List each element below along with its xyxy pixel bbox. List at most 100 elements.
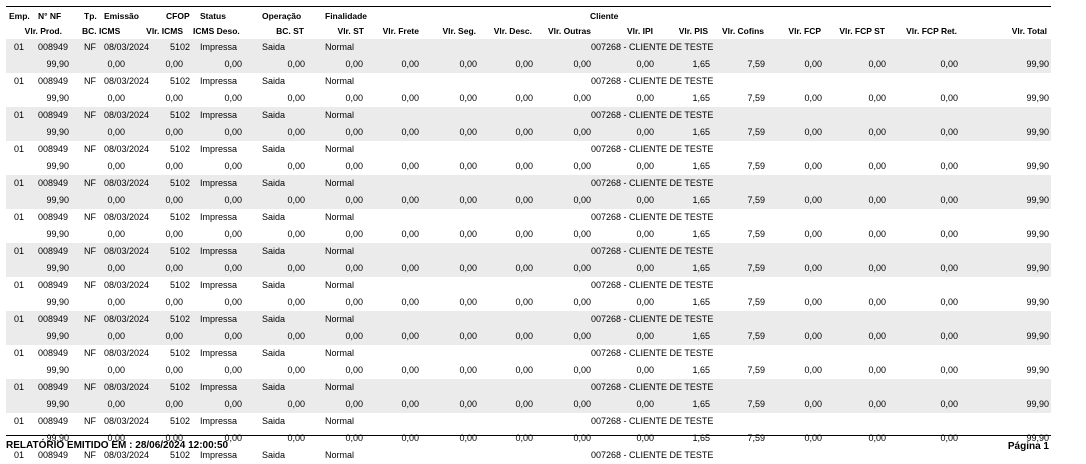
cell-vlr-prod: 99,90 (46, 399, 69, 409)
record-line-identification: 01 008949 NF 08/03/2024 5102 Impressa Saida Nor… (6, 73, 1051, 90)
cell-vlr-fcp-st: 0,00 (868, 127, 886, 137)
cell-vlr-fcp-ret: 0,00 (940, 127, 958, 137)
cell-vlr-pis: 1,65 (692, 433, 710, 443)
cell-vlr-prod: 99,90 (46, 331, 69, 341)
record-line-identification: 01 008949 NF 08/03/2024 5102 Impressa Saida Nor… (6, 243, 1051, 260)
cell-icms-deso: 0,00 (224, 59, 242, 69)
cell-vlr-frete: 0,00 (401, 127, 419, 137)
cell-bc-st: 0,00 (287, 93, 305, 103)
table-row-partial: 01 008949 NF 08/03/2024 5102 Impressa Saida Nor… (6, 447, 1051, 464)
cell-tp: NF (84, 42, 96, 52)
cell-status: Impressa (200, 450, 238, 460)
cell-vlr-fcp: 0,00 (804, 127, 822, 137)
cell-finalidade: Normal (325, 110, 355, 120)
cell-vlr-fcp-st: 0,00 (868, 229, 886, 239)
cell-vlr-cofins: 7,59 (747, 229, 765, 239)
cell-cliente: 007268 - CLIENTE DE TESTE (591, 212, 714, 222)
cell-cfop: 5102 (169, 450, 190, 460)
col-header-operacao: Operação (262, 11, 302, 21)
record-line-values: 99,90 0,00 0,00 0,00 0,00 0,00 0,00 0,00 0,00 0,0… (6, 328, 1051, 345)
record-line-values: 99,90 0,00 0,00 0,00 0,00 0,00 0,00 0,00 0,00 0,0… (6, 226, 1051, 243)
cell-vlr-frete: 0,00 (401, 331, 419, 341)
cell-emp: 01 (14, 246, 25, 256)
cell-vlr-fcp: 0,00 (804, 433, 822, 443)
cell-vlr-outras: 0,00 (573, 399, 591, 409)
cell-cliente: 007268 - CLIENTE DE TESTE (591, 110, 714, 120)
cell-nf: 008949 (38, 348, 69, 358)
cell-vlr-fcp: 0,00 (804, 365, 822, 375)
cell-operacao: Saida (262, 450, 286, 460)
cell-cfop: 5102 (169, 314, 190, 324)
cell-vlr-frete: 0,00 (401, 297, 419, 307)
cell-bc-icms: 0,00 (107, 229, 125, 239)
cell-emp: 01 (14, 382, 25, 392)
cell-nf: 008949 (38, 382, 69, 392)
cell-vlr-pis: 1,65 (692, 161, 710, 171)
record-line-identification: 01 008949 NF 08/03/2024 5102 Impressa Saida Nor… (6, 379, 1051, 396)
record-line-values: 99,90 0,00 0,00 0,00 0,00 0,00 0,00 0,00 0,00 0,0… (6, 430, 1051, 447)
cell-operacao: Saida (262, 42, 286, 52)
record-line-values: 99,90 0,00 0,00 0,00 0,00 0,00 0,00 0,00 0,00 0,0… (6, 362, 1051, 379)
cell-emp: 01 (14, 348, 25, 358)
cell-vlr-st: 0,00 (345, 59, 363, 69)
cell-vlr-desc: 0,00 (515, 229, 533, 239)
cell-cliente: 007268 - CLIENTE DE TESTE (591, 382, 714, 392)
cell-bc-icms: 0,00 (107, 263, 125, 273)
cell-status: Impressa (200, 144, 238, 154)
col-header-icms-deso: ICMS Deso. (193, 26, 240, 36)
cell-vlr-icms: 0,00 (165, 229, 183, 239)
record-line-identification: 01 008949 NF 08/03/2024 5102 Impressa Saida Nor… (6, 413, 1051, 430)
cell-vlr-ipi: 0,00 (636, 263, 654, 273)
table-row: 01 008949 NF 08/03/2024 5102 Impressa Saida Nor… (6, 379, 1051, 413)
cell-vlr-cofins: 7,59 (747, 93, 765, 103)
cell-tp: NF (84, 144, 96, 154)
cell-operacao: Saida (262, 416, 286, 426)
cell-bc-icms: 0,00 (107, 93, 125, 103)
record-line-values: 99,90 0,00 0,00 0,00 0,00 0,00 0,00 0,00 0,00 0,0… (6, 56, 1051, 73)
cell-icms-deso: 0,00 (224, 263, 242, 273)
cell-emissao: 08/03/2024 (104, 416, 150, 426)
cell-emp: 01 (14, 110, 25, 120)
cell-bc-st: 0,00 (287, 161, 305, 171)
record-line-identification: 01 008949 NF 08/03/2024 5102 Impressa Saida Nor… (6, 209, 1051, 226)
cell-status: Impressa (200, 42, 238, 52)
cell-vlr-ipi: 0,00 (636, 127, 654, 137)
cell-finalidade: Normal (325, 450, 355, 460)
cell-vlr-fcp-ret: 0,00 (940, 161, 958, 171)
cell-cfop: 5102 (169, 110, 190, 120)
table-row: 01 008949 NF 08/03/2024 5102 Impressa Saida Nor… (6, 39, 1051, 73)
cell-cliente: 007268 - CLIENTE DE TESTE (591, 76, 714, 86)
cell-finalidade: Normal (325, 416, 355, 426)
cell-bc-st: 0,00 (287, 59, 305, 69)
table-row: 01 008949 NF 08/03/2024 5102 Impressa Saida Nor… (6, 311, 1051, 345)
cell-emissao: 08/03/2024 (104, 348, 150, 358)
cell-vlr-ipi: 0,00 (636, 229, 654, 239)
cell-vlr-outras: 0,00 (573, 297, 591, 307)
cell-cfop: 5102 (169, 416, 190, 426)
cell-vlr-prod: 99,90 (46, 297, 69, 307)
cell-vlr-icms: 0,00 (165, 195, 183, 205)
cell-vlr-pis: 1,65 (692, 59, 710, 69)
cell-tp: NF (84, 110, 96, 120)
cell-tp: NF (84, 416, 96, 426)
cell-emissao: 08/03/2024 (104, 144, 150, 154)
cell-emp: 01 (14, 280, 25, 290)
cell-emissao: 08/03/2024 (104, 42, 150, 52)
cell-vlr-icms: 0,00 (165, 263, 183, 273)
cell-vlr-total: 99,90 (1026, 59, 1049, 69)
cell-vlr-desc: 0,00 (515, 399, 533, 409)
cell-vlr-st: 0,00 (345, 365, 363, 375)
cell-cliente: 007268 - CLIENTE DE TESTE (591, 42, 714, 52)
cell-vlr-outras: 0,00 (573, 365, 591, 375)
cell-nf: 008949 (38, 110, 69, 120)
cell-nf: 008949 (38, 42, 69, 52)
col-header-vlr-ipi: Vlr. IPI (627, 26, 653, 36)
cell-vlr-fcp-st: 0,00 (868, 331, 886, 341)
cell-vlr-frete: 0,00 (401, 365, 419, 375)
cell-tp: NF (84, 76, 96, 86)
table-row: 01 008949 NF 08/03/2024 5102 Impressa Saida Nor… (6, 209, 1051, 243)
table-row: 01 008949 NF 08/03/2024 5102 Impressa Saida Nor… (6, 175, 1051, 209)
cell-emissao: 08/03/2024 (104, 110, 150, 120)
cell-bc-icms: 0,00 (107, 365, 125, 375)
cell-vlr-ipi: 0,00 (636, 331, 654, 341)
